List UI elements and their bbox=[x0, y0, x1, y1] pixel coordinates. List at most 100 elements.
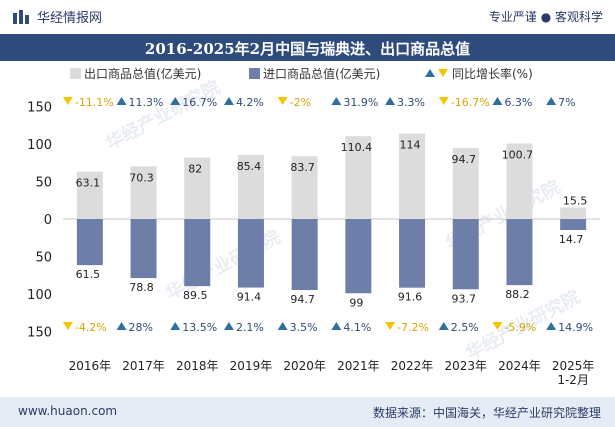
import-growth-label: -7.2% bbox=[397, 321, 429, 334]
import-growth-label: 3.5% bbox=[290, 321, 318, 334]
export-value-label: 82 bbox=[188, 163, 202, 176]
import-bar bbox=[506, 219, 533, 286]
import-bar bbox=[76, 219, 103, 266]
x-tick-label: 2018年 bbox=[176, 359, 219, 373]
export-bar bbox=[452, 147, 479, 219]
data-source: 数据来源：中国海关，华经产业研究院整理 bbox=[372, 406, 601, 420]
export-growth-label: 31.9% bbox=[343, 96, 378, 109]
export-bar bbox=[237, 154, 264, 219]
export-growth-label: 4.2% bbox=[236, 96, 264, 109]
import-bar bbox=[560, 219, 587, 231]
export-bar bbox=[399, 133, 426, 219]
import-up-arrow-icon bbox=[438, 322, 449, 330]
export-value-label: 63.1 bbox=[76, 177, 101, 190]
export-up-arrow-icon bbox=[331, 97, 342, 105]
x-tick-label: 2024年 bbox=[498, 359, 541, 373]
export-bar bbox=[130, 166, 157, 219]
x-tick-label: 2020年 bbox=[283, 359, 326, 373]
import-growth-label: 4.1% bbox=[343, 321, 371, 334]
export-up-arrow-icon bbox=[492, 97, 503, 105]
export-up-arrow-icon bbox=[170, 97, 181, 105]
import-value-label: 88.2 bbox=[505, 288, 530, 301]
export-value-label: 100.7 bbox=[502, 148, 534, 161]
import-growth-label: 13.5% bbox=[182, 321, 217, 334]
export-up-arrow-icon bbox=[546, 97, 557, 105]
x-tick-label: 2019年 bbox=[230, 359, 273, 373]
brand-name: 华经情报网 bbox=[37, 11, 103, 26]
y-tick-label: 150 bbox=[27, 326, 52, 341]
import-up-arrow-icon bbox=[223, 322, 234, 330]
x-tick-label: 2016年 bbox=[69, 359, 112, 373]
legend-down-marker-icon bbox=[438, 69, 448, 77]
x-tick-label: 2025年 bbox=[552, 359, 595, 373]
watermark-text: 华经产业研究院 bbox=[162, 226, 284, 305]
chart-title: 2016-2025年2月中国与瑞典进、出口商品总值 bbox=[144, 40, 471, 58]
import-growth-label: 2.1% bbox=[236, 321, 264, 334]
import-down-arrow-icon bbox=[62, 322, 73, 330]
footer-bar: www.huaon.com 数据来源：中国海关，华经产业研究院整理 bbox=[0, 397, 615, 427]
import-up-arrow-icon bbox=[546, 322, 557, 330]
import-value-label: 99 bbox=[349, 296, 363, 309]
export-down-arrow-icon bbox=[438, 97, 449, 105]
import-bar bbox=[130, 219, 157, 279]
import-growth-label: -4.2% bbox=[75, 321, 107, 334]
export-down-arrow-icon bbox=[277, 97, 288, 105]
export-value-label: 85.4 bbox=[237, 160, 262, 173]
export-growth-label: 6.3% bbox=[504, 96, 532, 109]
export-value-label: 110.4 bbox=[341, 141, 373, 154]
website-link[interactable]: www.huaon.com bbox=[18, 404, 118, 418]
x-tick-label: 2017年 bbox=[122, 359, 165, 373]
import-value-label: 61.5 bbox=[76, 268, 101, 281]
watermark-text: 华经产业研究院 bbox=[102, 76, 224, 155]
export-bar bbox=[76, 171, 103, 219]
brand-tagline: 专业严谨 ● 客观科学 bbox=[488, 10, 603, 24]
export-value-label: 70.3 bbox=[129, 171, 154, 184]
legend-up-marker-icon bbox=[425, 69, 435, 77]
import-up-arrow-icon bbox=[116, 322, 127, 330]
import-bar bbox=[291, 219, 318, 291]
export-value-label: 15.5 bbox=[563, 194, 588, 207]
import-bar bbox=[184, 219, 211, 287]
export-growth-label: -16.7% bbox=[451, 96, 490, 109]
export-up-arrow-icon bbox=[223, 97, 234, 105]
import-value-label: 78.8 bbox=[129, 281, 154, 294]
import-bar bbox=[399, 219, 426, 288]
import-growth-label: 14.9% bbox=[558, 321, 593, 334]
x-tick-label: 2023年 bbox=[444, 359, 487, 373]
legend-label-export: 出口商品总值(亿美元) bbox=[84, 66, 201, 81]
export-growth-label: -2% bbox=[290, 96, 311, 109]
export-growth-label: -11.1% bbox=[75, 96, 114, 109]
import-bar bbox=[237, 219, 264, 288]
import-down-arrow-icon bbox=[385, 322, 396, 330]
export-bar bbox=[345, 136, 372, 219]
export-growth-label: 11.3% bbox=[129, 96, 164, 109]
import-value-label: 91.4 bbox=[237, 291, 262, 304]
import-value-label: 89.5 bbox=[183, 289, 208, 302]
export-down-arrow-icon bbox=[62, 97, 73, 105]
x-tick-label: 2021年 bbox=[337, 359, 380, 373]
import-up-arrow-icon bbox=[170, 322, 181, 330]
legend-swatch-export bbox=[70, 68, 81, 79]
import-growth-label: -5.9% bbox=[504, 321, 536, 334]
import-down-arrow-icon bbox=[492, 322, 503, 330]
export-bar bbox=[506, 143, 533, 219]
export-growth-label: 16.7% bbox=[182, 96, 217, 109]
import-value-label: 94.7 bbox=[290, 293, 315, 306]
y-tick-label: 150 bbox=[27, 101, 52, 116]
import-growth-label: 2.5% bbox=[451, 321, 479, 334]
y-tick-label: 50 bbox=[35, 176, 52, 191]
top-bar: 华经情报网 专业严谨 ● 客观科学 bbox=[0, 0, 615, 34]
y-tick-label: 0 bbox=[44, 213, 52, 228]
import-up-arrow-icon bbox=[331, 322, 342, 330]
y-tick-label: 100 bbox=[27, 288, 52, 303]
export-bar bbox=[560, 207, 587, 219]
import-value-label: 91.6 bbox=[398, 291, 423, 304]
export-bar bbox=[291, 156, 318, 219]
export-growth-label: 3.3% bbox=[397, 96, 425, 109]
import-growth-label: 28% bbox=[129, 321, 153, 334]
x-tick-label: 1-2月 bbox=[557, 373, 589, 387]
export-value-label: 83.7 bbox=[290, 161, 315, 174]
title-banner: 2016-2025年2月中国与瑞典进、出口商品总值 bbox=[0, 34, 615, 61]
y-tick-label: 50 bbox=[35, 251, 52, 266]
